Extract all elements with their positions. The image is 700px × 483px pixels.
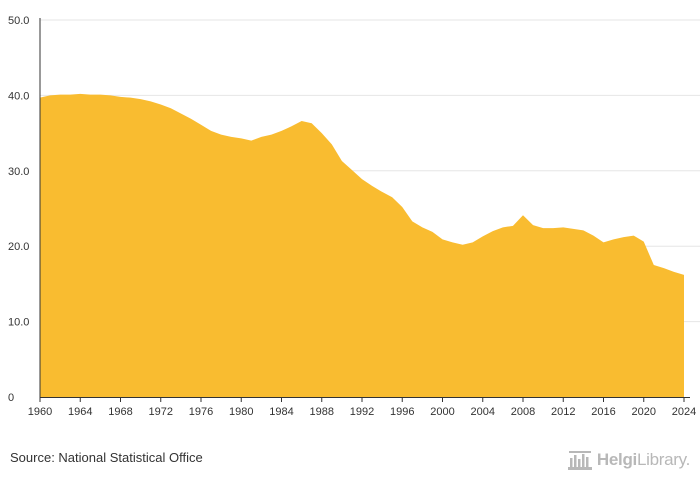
y-tick-label: 40.0 bbox=[8, 90, 29, 102]
source-note: Source: National Statistical Office bbox=[10, 450, 203, 465]
x-tick-label: 2004 bbox=[471, 406, 495, 418]
area-series bbox=[40, 93, 684, 397]
y-tick-label: 20.0 bbox=[8, 241, 29, 253]
y-tick-label: 50.0 bbox=[8, 15, 29, 27]
x-tick-label: 2016 bbox=[591, 406, 615, 418]
x-tick-label: 2024 bbox=[672, 406, 696, 418]
chart-area: 0 10.0 20.0 30.0 40.0 50.0 1960 1964 1968 1972 19… bbox=[8, 15, 700, 418]
footer: Source: National Statistical Office Helg… bbox=[0, 440, 700, 483]
y-tick-label: 30.0 bbox=[8, 166, 29, 178]
x-tick-label: 1972 bbox=[149, 406, 173, 418]
x-tick-label: 2020 bbox=[632, 406, 656, 418]
x-tick-label: 1988 bbox=[310, 406, 334, 418]
x-tick-label: 2000 bbox=[430, 406, 454, 418]
y-tick-labels: 0 10.0 20.0 30.0 40.0 50.0 bbox=[8, 15, 29, 404]
y-tick-label: 0 bbox=[8, 392, 14, 404]
x-tick-label: 1984 bbox=[269, 406, 293, 418]
library-icon bbox=[567, 451, 592, 470]
x-tick-label: 1992 bbox=[350, 406, 374, 418]
series-area bbox=[40, 93, 684, 397]
x-tick-label: 1976 bbox=[189, 406, 213, 418]
brand-name-light: Library. bbox=[636, 450, 690, 469]
x-tick-label: 1964 bbox=[68, 406, 92, 418]
x-tick-labels: 1960 1964 1968 1972 1976 1980 1984 1988 1992 1996… bbox=[28, 406, 696, 418]
x-tick-label: 1968 bbox=[108, 406, 132, 418]
x-tick-label: 1996 bbox=[390, 406, 414, 418]
brand-name-bold: Helgi bbox=[596, 450, 637, 469]
area-chart: 010.020.030.040.050.0 1960 1964 1968 1972 19… bbox=[8, 15, 700, 418]
brand-logo[interactable]: Helgi Library. bbox=[567, 446, 690, 474]
x-tick-label: 2012 bbox=[551, 406, 575, 418]
x-tick-label: 1980 bbox=[229, 406, 253, 418]
axes bbox=[39, 18, 690, 402]
x-tick-label: 1960 bbox=[28, 406, 52, 418]
x-tick-label: 2008 bbox=[511, 406, 535, 418]
y-tick-label: 10.0 bbox=[8, 317, 29, 329]
